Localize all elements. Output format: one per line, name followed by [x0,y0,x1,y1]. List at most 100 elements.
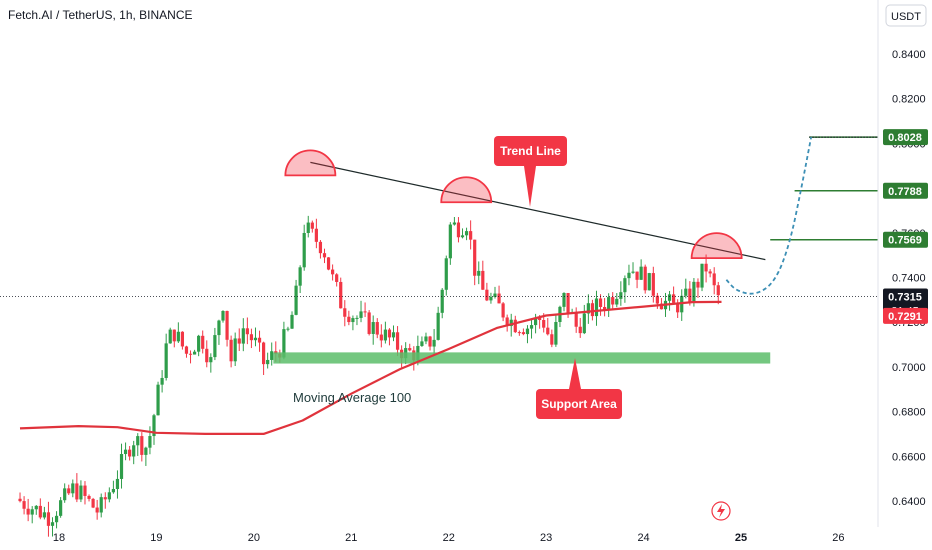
target-badge-2: 0.7788 [883,182,928,199]
trend-line-callout-box [494,136,567,166]
candle-up [692,281,696,303]
candle-down [318,241,323,254]
candle-up [351,318,355,323]
candle-up [440,289,444,313]
candle-down [87,495,91,499]
candle-up [371,322,375,334]
price-tick-label: 0.8400 [892,49,926,61]
target-badge-2-box [883,182,928,199]
candle-up [71,483,75,494]
candle-up [493,293,497,297]
support-area-callout-box [536,389,622,419]
candle-up [286,328,290,330]
resistance-top-marker [284,149,337,177]
candle-down [140,436,144,455]
chart-overlays: Trend Line Support Area Moving Average 100 [0,136,878,435]
candle-down [598,298,603,307]
support-area-callout-pointer [569,358,581,389]
candle-down [611,297,615,305]
candle-down [343,308,347,317]
candle-down [375,322,379,335]
candle-down [513,319,517,333]
target-badge-3-value: 0.8028 [888,132,922,144]
candle-down [331,269,335,275]
candle-down [46,512,51,526]
candle-down [38,505,42,518]
candle-down [469,231,473,240]
candle-up [460,235,465,238]
candle-up [119,454,124,479]
candle-up [270,351,274,360]
candle-up [391,332,396,338]
candle-down [501,303,505,318]
candle-down [18,498,22,502]
candle-up [99,497,103,513]
chart-title: Fetch.AI / TetherUS, 1h, BINANCE [8,8,193,22]
candle-up [444,258,448,290]
chart-axes: 0.84000.82000.80000.78000.76000.74000.72… [53,0,928,544]
candle-down [603,306,607,310]
candle-up [477,270,481,276]
candle-up [684,288,688,296]
price-tick-label: 0.7000 [892,362,926,374]
candle-up [168,329,172,344]
candle-up [436,312,440,340]
ma-value-badge: 0.7291 [883,307,928,324]
candle-up [298,267,302,286]
last-price-value: 0.7315 [888,291,922,303]
candle-up [615,298,619,305]
moving-average-100-line [19,300,722,435]
candle-up [111,489,115,493]
price-tick-label: 0.6400 [892,496,926,508]
candle-up [533,317,538,326]
candle-up [123,449,128,455]
candle-up [627,272,631,279]
candle-down [322,253,327,258]
price-tick-label: 0.8200 [892,94,926,106]
candle-up [115,478,120,490]
candle-down [387,329,392,338]
candle-up [176,331,180,342]
time-tick-label: 25 [735,532,747,544]
candle-down [716,285,720,296]
currency-label: USDT [891,11,921,23]
candle-up [647,273,651,291]
candle-up [554,321,558,345]
candle-up [700,263,704,288]
candle-up [290,314,294,329]
currency-selector-box[interactable] [885,4,927,27]
candle-up [607,297,611,310]
candle-down [676,302,680,313]
lightning-icon[interactable] [711,501,731,521]
candle-down [408,348,412,351]
candle-up [424,336,428,342]
candle-up [619,292,623,299]
target-badge-2-value: 0.7788 [888,186,922,198]
candle-up [420,341,424,346]
time-tick-label: 24 [637,532,649,544]
candle-up [509,319,513,327]
resistance-top-marker [440,176,493,204]
candle-up [359,311,363,318]
currency-selector[interactable]: USDT [885,4,927,27]
candle-up [107,492,111,500]
candle-down [326,257,331,270]
time-tick-label: 26 [832,532,844,544]
candle-up [79,485,83,500]
candle-down [22,501,26,509]
candle-up [432,339,436,347]
candle-down [546,327,550,335]
candle-down [712,273,716,286]
candle-down [262,342,266,365]
lightning-icon-bolt[interactable] [717,504,725,518]
price-tick-label: 0.6600 [892,451,926,463]
candle-down [574,312,578,327]
candle-down [708,271,712,274]
candle-up [148,436,152,448]
price-tick-label: 0.6800 [892,407,926,419]
candle-up [164,343,168,378]
candle-down [643,266,647,291]
candle-up [586,303,590,314]
candle-up [623,278,627,293]
